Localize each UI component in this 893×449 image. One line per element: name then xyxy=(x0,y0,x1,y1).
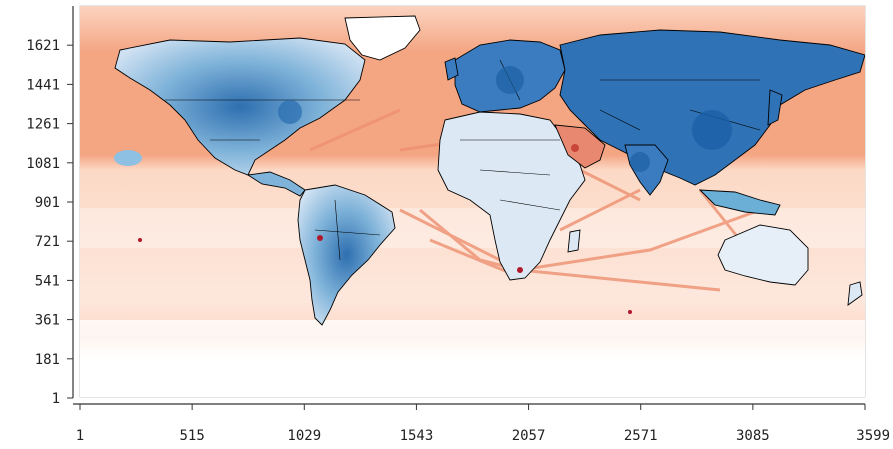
y-tick-label: 721 xyxy=(35,234,60,250)
x-tick-label: 1 xyxy=(76,428,84,444)
central-america xyxy=(246,171,306,197)
japan xyxy=(767,89,783,126)
greenland xyxy=(344,15,421,61)
x-axis-ticks: 1 515 1029 1543 2057 2571 3085 3599 xyxy=(76,404,890,444)
y-tick-label: 1261 xyxy=(26,117,60,133)
north-america xyxy=(114,37,366,176)
y-tick-label: 541 xyxy=(35,273,60,289)
y-tick-label: 1441 xyxy=(26,77,60,93)
y-tick-label: 1 xyxy=(52,391,60,407)
continents xyxy=(114,15,865,326)
africa xyxy=(437,111,586,281)
x-tick-label: 3085 xyxy=(736,428,770,444)
y-tick-label: 1621 xyxy=(26,38,60,54)
british-isles xyxy=(444,57,459,81)
arabia xyxy=(554,124,606,169)
south-america xyxy=(297,184,396,326)
x-tick-label: 2571 xyxy=(624,428,658,444)
x-tick-label: 1543 xyxy=(400,428,434,444)
y-tick-label: 361 xyxy=(35,313,60,329)
x-tick-label: 3599 xyxy=(856,428,890,444)
x-tick-label: 1029 xyxy=(287,428,321,444)
new-zealand xyxy=(847,281,863,306)
australia xyxy=(717,224,809,286)
southeast-asia xyxy=(698,189,781,216)
x-tick-label: 2057 xyxy=(512,428,546,444)
madagascar xyxy=(567,229,581,253)
y-tick-label: 901 xyxy=(35,195,60,211)
pacific-island xyxy=(114,150,142,166)
y-axis-ticks: 1 181 361 541 721 901 1081 1261 1441 1621 xyxy=(26,38,73,407)
x-tick-label: 515 xyxy=(179,428,204,444)
heatmap-layer xyxy=(80,6,865,397)
country-borders xyxy=(165,59,761,261)
y-tick-label: 181 xyxy=(35,352,60,368)
hotspots xyxy=(138,66,732,314)
y-tick-label: 1081 xyxy=(26,156,60,172)
